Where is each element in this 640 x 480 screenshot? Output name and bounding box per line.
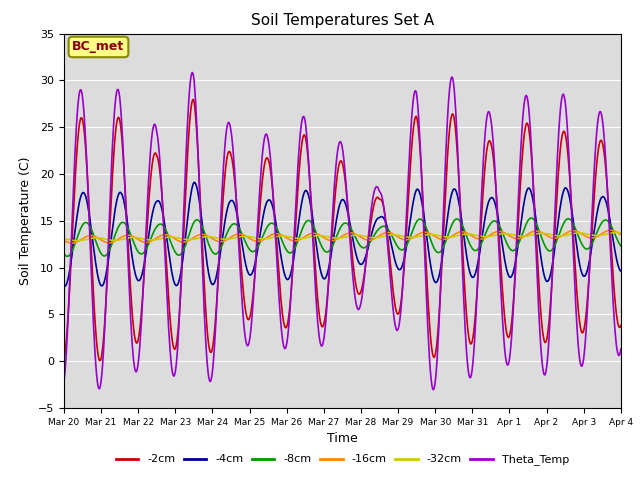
-32cm (617, 230, 625, 236)
Y-axis label: Soil Temperature (C): Soil Temperature (C) (19, 156, 33, 285)
-16cm (214, 239, 222, 244)
-8cm (128, 236, 136, 241)
-8cm (71, 241, 79, 247)
-2cm (428, 347, 436, 352)
-4cm (61, 283, 68, 289)
-32cm (128, 235, 136, 240)
-32cm (74, 238, 81, 244)
-32cm (60, 236, 68, 241)
-2cm (128, 310, 136, 315)
-32cm (214, 235, 222, 241)
-8cm (185, 233, 193, 239)
Theta_Temp (429, 387, 437, 393)
-16cm (411, 233, 419, 239)
-2cm (189, 96, 197, 102)
-2cm (60, 356, 68, 361)
-32cm (185, 237, 193, 242)
-8cm (617, 243, 625, 249)
-4cm (412, 189, 419, 195)
-32cm (612, 229, 620, 235)
-16cm (71, 240, 79, 246)
Theta_Temp (189, 70, 196, 75)
-16cm (185, 238, 193, 243)
Text: BC_met: BC_met (72, 40, 125, 53)
-4cm (215, 260, 223, 265)
-16cm (60, 238, 68, 243)
X-axis label: Time: Time (327, 432, 358, 445)
-4cm (428, 269, 436, 275)
Line: Theta_Temp: Theta_Temp (64, 72, 621, 390)
-2cm (412, 114, 419, 120)
Title: Soil Temperatures Set A: Soil Temperatures Set A (251, 13, 434, 28)
-32cm (70, 238, 78, 243)
-8cm (428, 238, 435, 244)
-2cm (185, 133, 193, 139)
-2cm (70, 197, 78, 203)
-16cm (128, 233, 136, 239)
Theta_Temp (127, 328, 135, 334)
-4cm (617, 268, 625, 274)
-8cm (60, 251, 68, 257)
Theta_Temp (428, 376, 435, 382)
Line: -8cm: -8cm (64, 218, 621, 256)
-8cm (214, 250, 222, 255)
Theta_Temp (184, 113, 192, 119)
-8cm (63, 253, 71, 259)
Line: -4cm: -4cm (64, 182, 621, 286)
-2cm (96, 358, 104, 363)
-2cm (215, 264, 223, 270)
Line: -16cm: -16cm (64, 230, 621, 243)
Theta_Temp (411, 88, 419, 94)
-4cm (185, 206, 193, 212)
Line: -32cm: -32cm (64, 232, 621, 241)
-8cm (411, 222, 419, 228)
Line: -2cm: -2cm (64, 99, 621, 360)
-32cm (428, 231, 435, 237)
-16cm (617, 232, 625, 238)
Legend: -2cm, -4cm, -8cm, -16cm, -32cm, Theta_Temp: -2cm, -4cm, -8cm, -16cm, -32cm, Theta_Te… (111, 450, 573, 470)
-16cm (68, 240, 76, 246)
-16cm (607, 228, 614, 233)
-16cm (428, 231, 435, 237)
-4cm (190, 180, 198, 185)
-8cm (527, 215, 535, 221)
-4cm (128, 254, 136, 260)
Theta_Temp (617, 346, 625, 352)
Theta_Temp (60, 379, 68, 384)
-4cm (71, 229, 79, 235)
Theta_Temp (70, 170, 78, 176)
-4cm (60, 283, 68, 289)
Theta_Temp (214, 273, 222, 279)
-32cm (411, 234, 419, 240)
-2cm (617, 323, 625, 328)
